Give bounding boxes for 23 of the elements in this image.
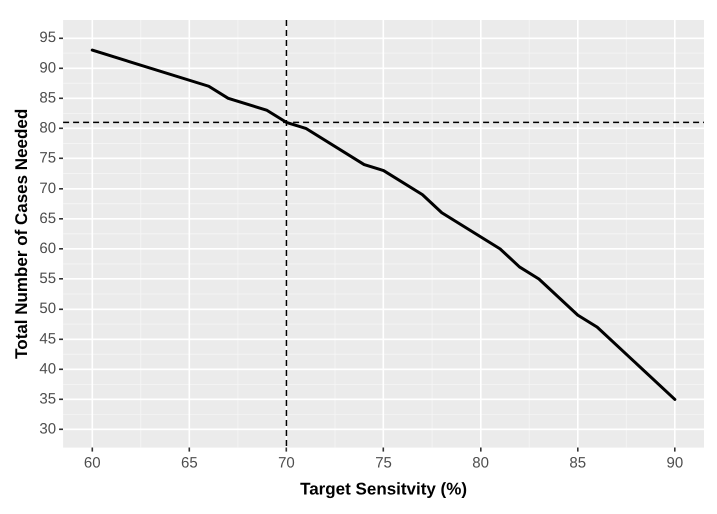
y-tick-label: 55	[39, 270, 56, 288]
x-axis-title: Target Sensitvity (%)	[300, 479, 467, 498]
y-tick-label: 65	[39, 210, 56, 227]
y-tick-label: 80	[39, 120, 56, 137]
y-tick-label: 40	[39, 360, 56, 378]
x-tick-label: 80	[472, 454, 489, 472]
x-tick-label: 70	[278, 454, 295, 472]
y-axis-title: Total Number of Cases Needed	[12, 108, 31, 359]
y-tick-label: 85	[39, 89, 56, 106]
y-tick-label: 70	[39, 180, 56, 197]
y-tick-label: 75	[39, 150, 56, 167]
x-tick-label: 65	[180, 454, 198, 472]
x-tick-label: 90	[666, 454, 684, 472]
x-tick-label: 85	[569, 454, 586, 472]
y-tick-label: 50	[39, 300, 56, 318]
y-tick-label: 90	[39, 59, 56, 76]
y-tick-label: 30	[39, 420, 56, 438]
x-tick-label: 60	[84, 454, 101, 472]
y-tick-label: 95	[39, 29, 56, 46]
y-tick-label: 45	[39, 330, 56, 348]
x-tick-label: 75	[375, 454, 392, 472]
y-tick-label: 35	[39, 390, 56, 408]
y-tick-label: 60	[39, 240, 56, 257]
